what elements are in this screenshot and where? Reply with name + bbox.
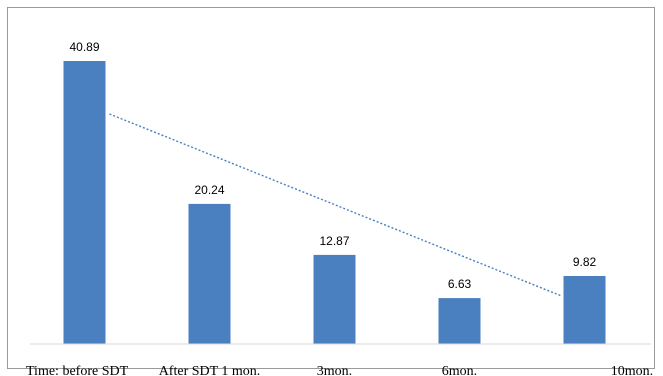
bar-3	[438, 298, 481, 344]
data-labels-layer: 40.89 20.24 12.87 6.63 9.82	[69, 40, 596, 291]
x-tick-label-1: After SDT 1 mon.	[159, 364, 261, 376]
bars-layer	[63, 61, 606, 344]
data-label-0: 40.89	[69, 40, 99, 54]
bar-0	[63, 61, 106, 344]
x-tick-label-0: Time: before SDT	[26, 364, 129, 376]
data-label-3: 6.63	[448, 277, 472, 291]
data-label-1: 20.24	[194, 183, 224, 197]
bar-4	[563, 276, 606, 344]
x-tick-labels-layer: Time: before SDT After SDT 1 mon. 3mon. 6mo…	[26, 364, 653, 376]
x-tick-label-4: 10mon.	[611, 364, 653, 376]
trendline-layer	[109, 113, 562, 297]
x-tick-label-3: 6mon.	[442, 364, 477, 376]
bar-2	[313, 254, 356, 344]
data-label-2: 12.87	[319, 234, 349, 248]
data-label-4: 9.82	[573, 255, 597, 269]
x-tick-label-2: 3mon.	[317, 364, 352, 376]
bar-1	[188, 203, 231, 344]
trendline	[109, 113, 562, 297]
